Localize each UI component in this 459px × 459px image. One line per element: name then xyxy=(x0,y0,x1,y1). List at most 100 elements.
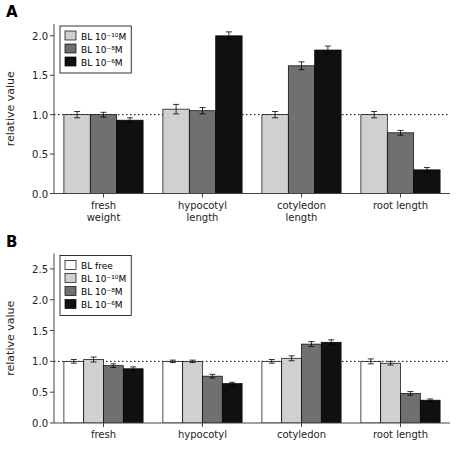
y-axis xyxy=(54,254,55,424)
error-bar xyxy=(407,392,413,396)
y-tick xyxy=(50,268,54,269)
panel: A0.00.51.01.52.0relative valuefreshweigh… xyxy=(4,3,450,223)
y-tick xyxy=(50,154,54,155)
error-bar xyxy=(110,364,116,368)
y-tick-label: 0.0 xyxy=(32,189,48,200)
bar xyxy=(321,342,341,423)
bar xyxy=(123,369,143,423)
error-bar xyxy=(229,382,235,384)
error-bar xyxy=(200,108,206,114)
bar xyxy=(262,115,288,194)
bar xyxy=(64,361,84,423)
panel: B0.00.51.01.52.02.5relative valuefreshhy… xyxy=(4,233,450,441)
x-tick-label-line: root length xyxy=(373,429,428,440)
x-tick-label-line: root length xyxy=(373,200,428,211)
y-tick-label: 2.5 xyxy=(32,264,48,275)
x-axis xyxy=(54,423,450,424)
bar xyxy=(302,344,322,423)
bar xyxy=(361,115,387,194)
error-bar xyxy=(299,62,305,70)
error-bar xyxy=(269,360,275,364)
y-tick xyxy=(50,193,54,194)
x-tick xyxy=(202,194,203,198)
x-tick-label-line: hypocotyl xyxy=(178,429,227,440)
y-tick-label: 0.5 xyxy=(32,387,48,398)
error-bar xyxy=(398,130,404,135)
y-axis-label: relative value xyxy=(4,71,17,146)
y-tick xyxy=(50,361,54,362)
error-bar xyxy=(289,356,295,361)
x-tick-label-line: hypocotyl xyxy=(178,200,227,211)
error-bar xyxy=(74,112,80,118)
bar xyxy=(117,120,143,193)
plot-area xyxy=(54,340,450,423)
bar xyxy=(361,361,381,423)
bar xyxy=(104,366,124,423)
x-tick-label: cotyledon xyxy=(277,429,326,440)
y-axis xyxy=(54,24,55,194)
x-tick xyxy=(301,423,302,427)
y-tick-label: 1.0 xyxy=(32,356,48,367)
error-bar xyxy=(71,360,77,364)
error-bar xyxy=(190,360,196,362)
y-tick-label: 1.5 xyxy=(32,70,48,81)
chart-root: A0.00.51.01.52.0relative valuefreshweigh… xyxy=(0,0,459,459)
legend-swatch xyxy=(65,31,76,40)
y-tick xyxy=(50,330,54,331)
y-tick xyxy=(50,75,54,76)
x-tick-label: cotyledonlength xyxy=(277,200,326,223)
bar xyxy=(387,133,413,194)
bar xyxy=(282,358,302,423)
bar xyxy=(262,361,282,423)
legend-label: BL 10⁻¹⁰M xyxy=(81,274,126,284)
bar xyxy=(315,50,341,193)
y-tick-label: 0.5 xyxy=(32,149,48,160)
error-bar xyxy=(209,374,215,378)
legend: BL freeBL 10⁻¹⁰MBL 10⁻⁸MBL 10⁻⁶M xyxy=(60,256,131,316)
error-bar xyxy=(424,167,430,172)
bar xyxy=(222,384,242,423)
y-tick xyxy=(50,392,54,393)
x-tick-label: hypocotyl xyxy=(178,429,227,440)
error-bar xyxy=(173,104,179,113)
error-bar xyxy=(101,112,107,117)
x-tick xyxy=(103,194,104,198)
bar xyxy=(401,393,421,423)
panel-label: B xyxy=(6,233,17,251)
x-tick xyxy=(202,423,203,427)
bar xyxy=(288,66,314,194)
bar xyxy=(183,361,203,423)
legend-label: BL 10⁻⁶M xyxy=(81,300,123,310)
bar xyxy=(163,361,183,423)
legend-swatch xyxy=(65,274,76,283)
x-tick-label: freshweight xyxy=(87,200,121,223)
x-tick-label-line: fresh xyxy=(91,429,116,440)
error-bar xyxy=(388,361,394,365)
y-axis-label: relative value xyxy=(4,301,17,376)
error-bar xyxy=(91,357,97,362)
bar xyxy=(420,400,440,423)
x-axis xyxy=(54,193,450,194)
error-bar xyxy=(368,359,374,364)
x-tick-label: hypocotyllength xyxy=(178,200,227,223)
x-tick-label: fresh xyxy=(91,429,116,440)
y-tick xyxy=(50,35,54,36)
x-tick xyxy=(400,194,401,198)
y-tick-label: 1.0 xyxy=(32,110,48,121)
legend: BL 10⁻¹⁰MBL 10⁻⁸MBL 10⁻⁶M xyxy=(60,26,131,73)
legend-swatch xyxy=(65,57,76,66)
x-tick-label-line: cotyledon xyxy=(277,200,326,211)
x-tick-label-line: weight xyxy=(87,212,121,223)
legend-swatch xyxy=(65,287,76,296)
x-tick xyxy=(400,423,401,427)
bar xyxy=(84,360,104,423)
x-tick-label: root length xyxy=(373,429,428,440)
x-tick-label-line: length xyxy=(187,212,219,223)
legend-frame xyxy=(60,256,131,316)
y-tick-label: 2.0 xyxy=(32,295,48,306)
x-tick-label-line: cotyledon xyxy=(277,429,326,440)
x-tick-label: root length xyxy=(373,200,428,211)
x-tick-label-line: length xyxy=(286,212,318,223)
y-tick-label: 2.0 xyxy=(32,31,48,42)
y-tick xyxy=(50,423,54,424)
